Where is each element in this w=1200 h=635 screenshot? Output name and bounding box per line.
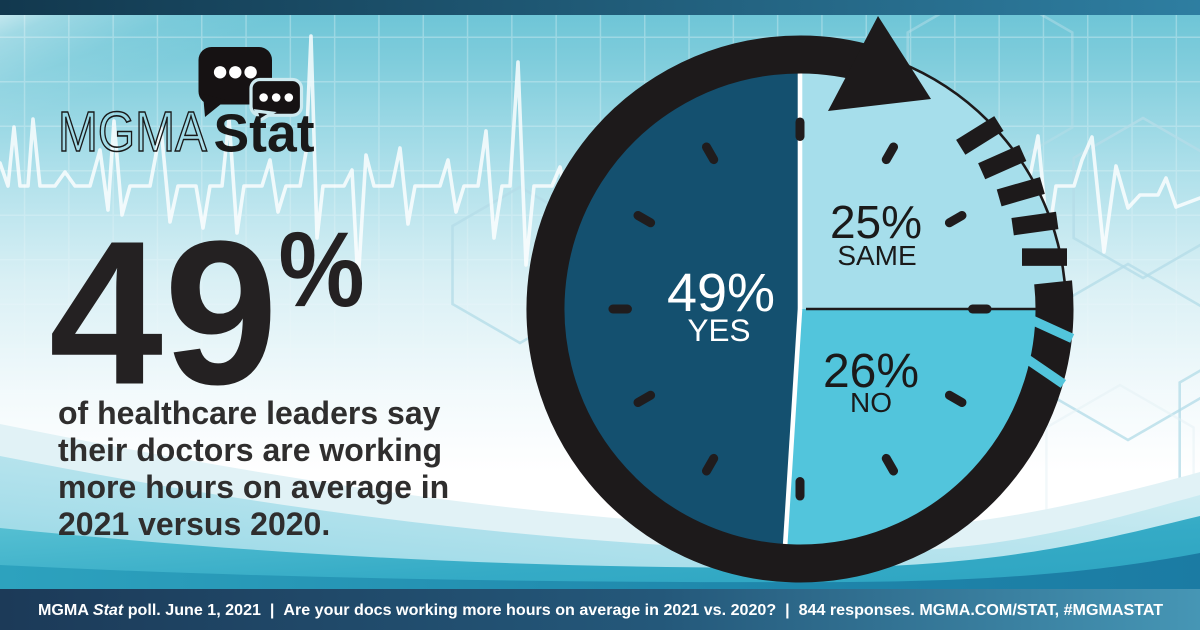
svg-text:YES: YES — [687, 312, 750, 348]
svg-text:2021 versus 2020.: 2021 versus 2020. — [58, 506, 330, 542]
svg-text:Stat: Stat — [214, 105, 315, 164]
svg-text:25%: 25% — [830, 196, 922, 248]
svg-text:their doctors are working: their doctors are working — [58, 432, 442, 468]
svg-text:NO: NO — [850, 387, 892, 418]
svg-text:49%: 49% — [667, 263, 775, 323]
svg-text:MGMA Stat poll. June 1, 2021: MGMA Stat poll. June 1, 2021 | Are your … — [38, 601, 1163, 619]
svg-text:26%: 26% — [823, 345, 919, 398]
svg-text:MGMA: MGMA — [58, 100, 207, 164]
svg-text:of healthcare leaders say: of healthcare leaders say — [58, 395, 441, 431]
svg-text:49: 49 — [49, 199, 279, 428]
svg-text:more hours on average in: more hours on average in — [58, 469, 449, 505]
svg-text:SAME: SAME — [837, 240, 916, 271]
svg-text:%: % — [279, 210, 365, 330]
